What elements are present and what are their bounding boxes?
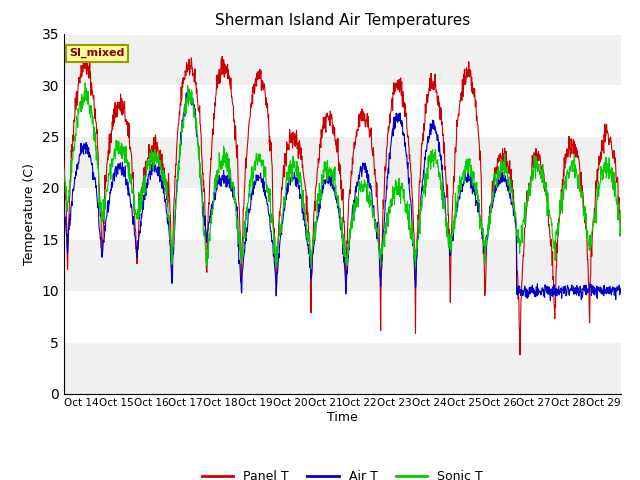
Legend: Panel T, Air T, Sonic T: Panel T, Air T, Sonic T xyxy=(196,465,488,480)
X-axis label: Time: Time xyxy=(327,411,358,424)
Bar xyxy=(64,188,621,240)
Title: Sherman Island Air Temperatures: Sherman Island Air Temperatures xyxy=(215,13,470,28)
Text: SI_mixed: SI_mixed xyxy=(70,48,125,58)
Bar xyxy=(64,85,621,136)
Bar xyxy=(64,291,621,342)
Y-axis label: Temperature (C): Temperature (C) xyxy=(23,163,36,264)
